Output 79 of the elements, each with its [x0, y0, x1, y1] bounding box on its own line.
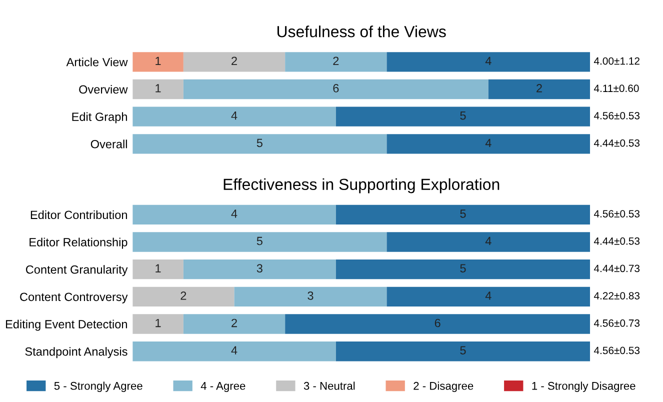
bar — [234, 286, 387, 307]
text: 4.56±0.53 — [594, 112, 640, 120]
bar — [336, 342, 590, 362]
bar — [132, 52, 184, 72]
data-label: 3 — [308, 291, 314, 300]
text: 4.56±0.73 — [594, 319, 640, 327]
y-tick-label: Overview — [79, 84, 128, 94]
data-label: 2 — [333, 56, 339, 65]
bar — [386, 134, 590, 154]
text: 4.44±0.73 — [594, 264, 640, 272]
bar — [132, 286, 234, 307]
y-tick-label: Edit Graph — [72, 112, 127, 124]
text: 4.44±0.53 — [594, 139, 640, 147]
y-tick-label: Content Controversy — [20, 292, 128, 304]
data-label: 1 — [156, 264, 161, 272]
y-tick-label: Editing Event Detection — [6, 320, 127, 331]
bar — [183, 79, 488, 100]
text: 4.56±0.53 — [594, 210, 640, 218]
bar — [132, 134, 387, 154]
y-tick-label: Editor Contribution — [30, 210, 127, 220]
data-label: 5 — [460, 210, 466, 218]
data-label: 5 — [256, 236, 262, 246]
data-label: 2 — [232, 56, 237, 65]
legend-label: 5 - Strongly Agree — [54, 382, 142, 392]
data-label: 1 — [156, 84, 161, 92]
data-label: 2 — [232, 318, 237, 328]
bar — [132, 106, 336, 126]
bar — [132, 232, 387, 252]
legend-label: 3 - Neutral — [304, 382, 355, 390]
data-label: 6 — [333, 84, 339, 92]
legend-label: 1 - Strongly Disagree — [532, 382, 636, 392]
data-label: 4 — [231, 112, 238, 120]
legend-label: 4 - Agree — [200, 382, 246, 392]
bar — [285, 52, 387, 72]
data-label: 6 — [434, 318, 440, 328]
text: 4.11±0.60 — [594, 84, 639, 92]
data-label: 5 — [460, 264, 466, 273]
bar — [488, 79, 590, 100]
data-label: 2 — [536, 84, 542, 92]
bar — [336, 260, 590, 280]
bar — [132, 260, 184, 280]
data-label: 5 — [460, 346, 466, 355]
data-label: 4 — [485, 236, 492, 246]
data-label: 4 — [231, 346, 238, 354]
data-label: 2 — [180, 291, 186, 300]
bar — [132, 204, 336, 225]
y-tick-label: Article View — [66, 58, 128, 66]
text: 4.00±1.12 — [594, 57, 640, 65]
text: 4.22±0.83 — [594, 292, 640, 300]
legend-label: 2 - Disagree — [414, 382, 474, 392]
y-tick-label: Overall — [90, 140, 127, 148]
text: 4.56±0.53 — [594, 346, 640, 354]
chart-title: Usefulness of the Views — [277, 26, 446, 38]
bar — [386, 52, 590, 72]
y-tick-label: Content Granularity — [26, 265, 128, 276]
data-label: 3 — [256, 264, 262, 273]
bar — [132, 79, 184, 100]
data-label: 5 — [460, 112, 466, 120]
data-label: 4 — [231, 210, 238, 218]
data-label: 4 — [485, 292, 492, 300]
text: 4.44±0.53 — [594, 237, 640, 245]
data-label: 1 — [156, 318, 161, 328]
bar — [183, 314, 286, 334]
y-tick-label: Editor Relationship — [30, 238, 128, 249]
bar — [183, 52, 286, 72]
bar — [132, 314, 184, 334]
bar — [285, 314, 590, 334]
data-label: 5 — [256, 138, 262, 148]
bar — [336, 106, 590, 126]
chart-title: Effectiveness in Supporting Exploration — [224, 178, 500, 194]
data-label: 1 — [156, 56, 161, 65]
data-label: 4 — [485, 56, 492, 65]
bar — [386, 286, 590, 307]
bar — [386, 232, 590, 252]
bar — [336, 204, 590, 225]
bar — [132, 342, 336, 362]
bar — [183, 260, 336, 280]
y-tick-label: Standpoint Analysis — [25, 347, 128, 358]
data-label: 4 — [485, 138, 492, 147]
